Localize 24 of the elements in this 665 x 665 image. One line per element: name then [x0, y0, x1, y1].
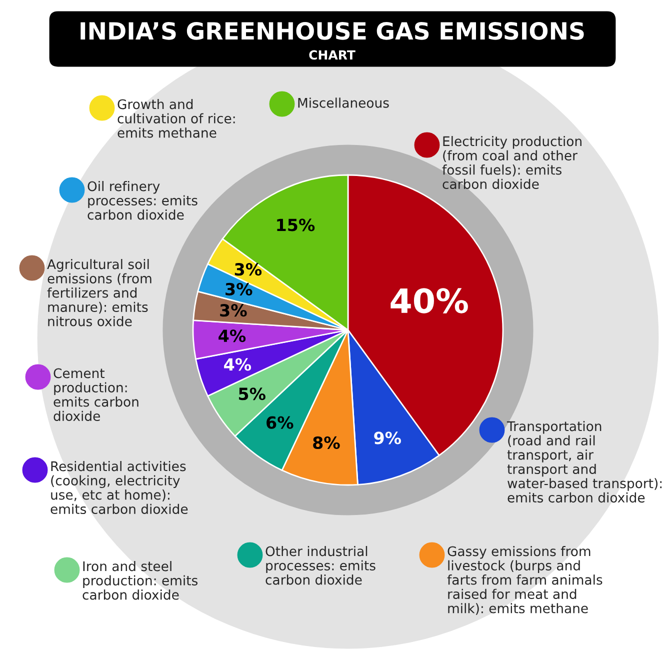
legend-label: Residential activities (cooking, electricity use, etc at home): emits carbon dioxide	[50, 461, 188, 514]
data-label: 3%	[226, 282, 252, 296]
data-label: 5%	[238, 388, 266, 400]
data-label: 3%	[234, 263, 262, 276]
chart-subtitle: CHART	[309, 50, 356, 60]
data-label: 6%	[266, 416, 294, 429]
data-label: 4%	[218, 330, 246, 342]
legend-label: Electricity production (from coal and other fossil fuels): emits carbon dioxide	[442, 136, 582, 190]
legend-label: Cement production: emits carbon dioxide	[54, 368, 138, 422]
data-label: 9%	[374, 432, 401, 444]
legend-label: Transportation (road and rail transport, air transport and water-based transport): emits carbon dioxide	[506, 421, 662, 503]
data-label: 15%	[277, 218, 315, 232]
data-label: 40%	[390, 288, 468, 314]
chart-title: INDIA’S GREENHOUSE GAS EMISSIONS	[80, 22, 584, 40]
legend-label: Gassy emissions from livestock (burps and farts from farm animals raised for meat and milk): emits methane	[447, 546, 602, 615]
legend-label: Growth and cultivation of rice: emits methane	[118, 99, 235, 138]
data-label: 3%	[220, 304, 247, 317]
data-label: 4%	[224, 358, 252, 371]
legend-label: Agricultural soil emissions (from fertilizers and manure): emits nitrous oxide	[47, 259, 152, 326]
data-label: 8%	[313, 436, 340, 450]
legend-label: Oil refinery processes: emits carbon dioxide	[88, 181, 198, 220]
legend-label: Other industrial processes: emits carbon dioxide	[266, 546, 376, 585]
legend-label: Iron and steel production: emits carbon dioxide	[82, 561, 198, 600]
legend-label: Miscellaneous	[298, 98, 389, 108]
